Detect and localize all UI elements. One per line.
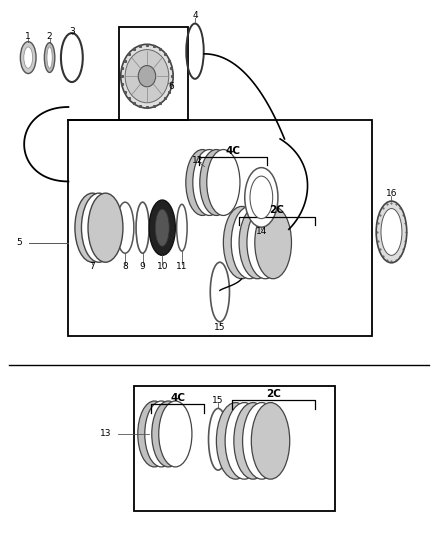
Ellipse shape — [245, 167, 278, 227]
Ellipse shape — [20, 42, 36, 74]
Ellipse shape — [200, 150, 233, 215]
Text: 2C: 2C — [269, 205, 284, 215]
Text: 6: 6 — [168, 82, 174, 91]
Ellipse shape — [121, 44, 173, 108]
Ellipse shape — [152, 401, 185, 467]
Text: 15: 15 — [212, 396, 224, 405]
Text: 13: 13 — [100, 430, 111, 439]
Ellipse shape — [208, 408, 228, 470]
Ellipse shape — [381, 208, 402, 255]
Text: 2C: 2C — [266, 389, 281, 399]
Ellipse shape — [138, 66, 155, 87]
Ellipse shape — [117, 202, 134, 253]
Ellipse shape — [376, 201, 407, 263]
Text: 15: 15 — [214, 323, 226, 332]
Text: 9: 9 — [140, 262, 145, 271]
Ellipse shape — [159, 401, 192, 467]
Bar — [119, 27, 188, 120]
Ellipse shape — [88, 193, 123, 262]
Ellipse shape — [186, 150, 219, 215]
Bar — [134, 386, 335, 511]
Text: 1: 1 — [25, 32, 31, 41]
Text: 8: 8 — [122, 262, 128, 271]
Ellipse shape — [138, 401, 171, 467]
Ellipse shape — [155, 209, 169, 246]
Ellipse shape — [44, 43, 55, 72]
Text: 4C: 4C — [226, 146, 241, 156]
Ellipse shape — [255, 206, 291, 279]
Ellipse shape — [145, 401, 178, 467]
Ellipse shape — [177, 204, 187, 251]
Text: 16: 16 — [386, 189, 397, 198]
Bar — [68, 120, 372, 336]
Ellipse shape — [247, 206, 284, 279]
Text: 2: 2 — [47, 32, 53, 41]
Text: 14: 14 — [256, 227, 267, 236]
Ellipse shape — [81, 193, 117, 262]
Text: 7: 7 — [89, 262, 95, 271]
Text: 10: 10 — [156, 262, 168, 271]
Ellipse shape — [210, 262, 230, 322]
Text: 5: 5 — [16, 238, 22, 247]
Ellipse shape — [225, 402, 264, 479]
Text: 4C: 4C — [170, 393, 185, 403]
Text: 3: 3 — [69, 27, 75, 36]
Ellipse shape — [239, 206, 276, 279]
Ellipse shape — [234, 402, 272, 479]
Ellipse shape — [24, 47, 32, 68]
Ellipse shape — [47, 47, 52, 68]
Ellipse shape — [193, 150, 226, 215]
Ellipse shape — [207, 150, 240, 215]
Ellipse shape — [125, 50, 169, 103]
Ellipse shape — [243, 402, 281, 479]
Ellipse shape — [75, 193, 110, 262]
Text: 11: 11 — [176, 262, 187, 271]
Ellipse shape — [149, 200, 175, 255]
Text: 12: 12 — [191, 156, 203, 165]
Text: 4: 4 — [192, 11, 198, 20]
Ellipse shape — [251, 402, 290, 479]
Ellipse shape — [216, 402, 255, 479]
Ellipse shape — [223, 206, 260, 279]
Ellipse shape — [250, 176, 273, 219]
Ellipse shape — [231, 206, 268, 279]
